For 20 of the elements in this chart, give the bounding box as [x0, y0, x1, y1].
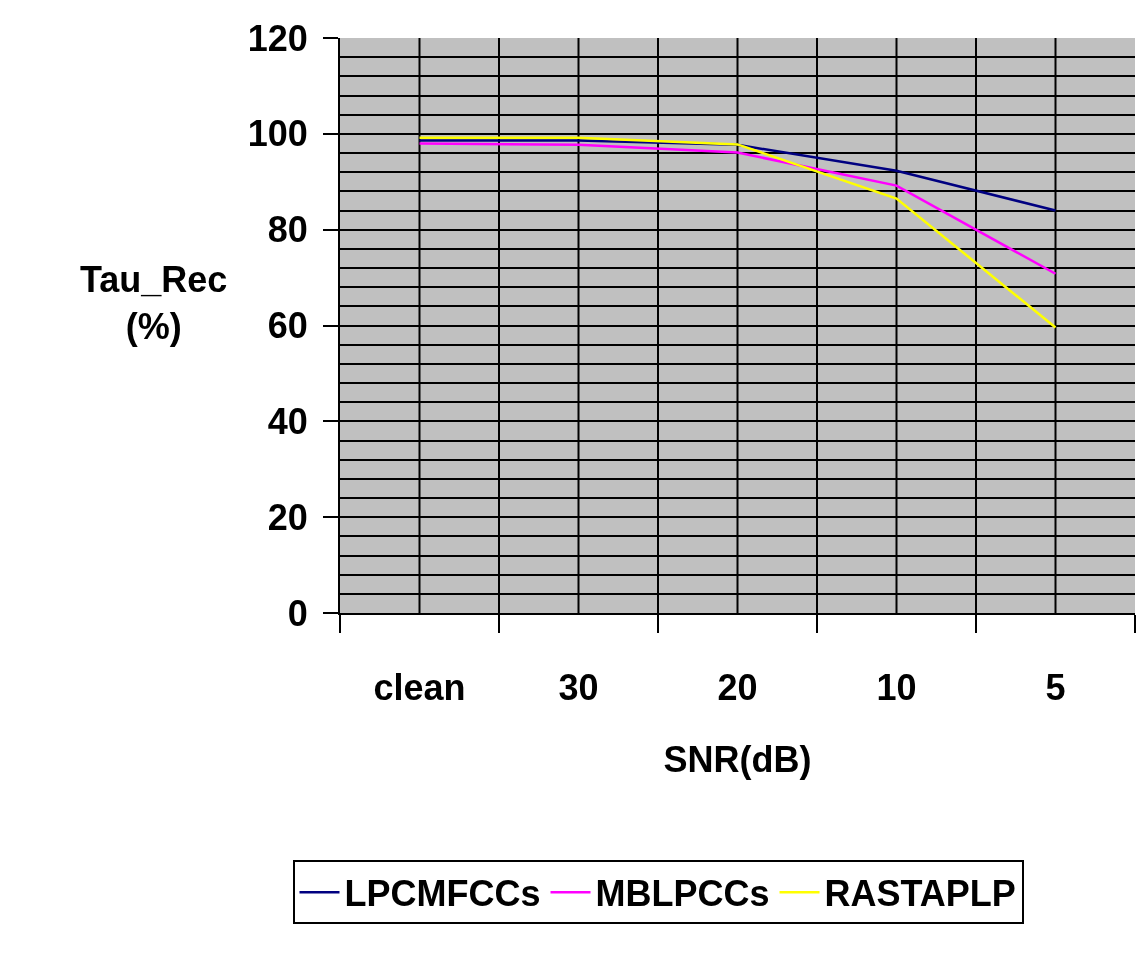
y-tick-label: 100 — [247, 113, 308, 155]
legend-label: RASTAPLP — [824, 873, 1016, 915]
legend-label: LPCMFCCs — [344, 873, 541, 915]
y-tick-label: 20 — [267, 496, 308, 538]
y-tick-label: 60 — [267, 305, 308, 347]
y-tick-label: 120 — [247, 17, 308, 59]
x-tick-label: clean — [373, 667, 466, 709]
line-series — [418, 136, 1057, 329]
x-tick-label: 30 — [558, 667, 599, 709]
y-tick-label: 80 — [267, 209, 308, 251]
y-tick-label: 0 — [287, 592, 308, 634]
x-tick-label: 20 — [717, 667, 758, 709]
y-axis-title: Tau_Rec (%) — [80, 259, 228, 347]
legend-label: MBLPCCs — [595, 873, 770, 915]
x-tick-label: 5 — [1045, 667, 1066, 709]
line-series — [418, 139, 1057, 212]
x-axis-title: SNR(dB) — [663, 739, 812, 781]
x-tick-label: 10 — [876, 667, 917, 709]
line-series — [418, 142, 1057, 275]
y-tick-label: 40 — [267, 400, 308, 442]
